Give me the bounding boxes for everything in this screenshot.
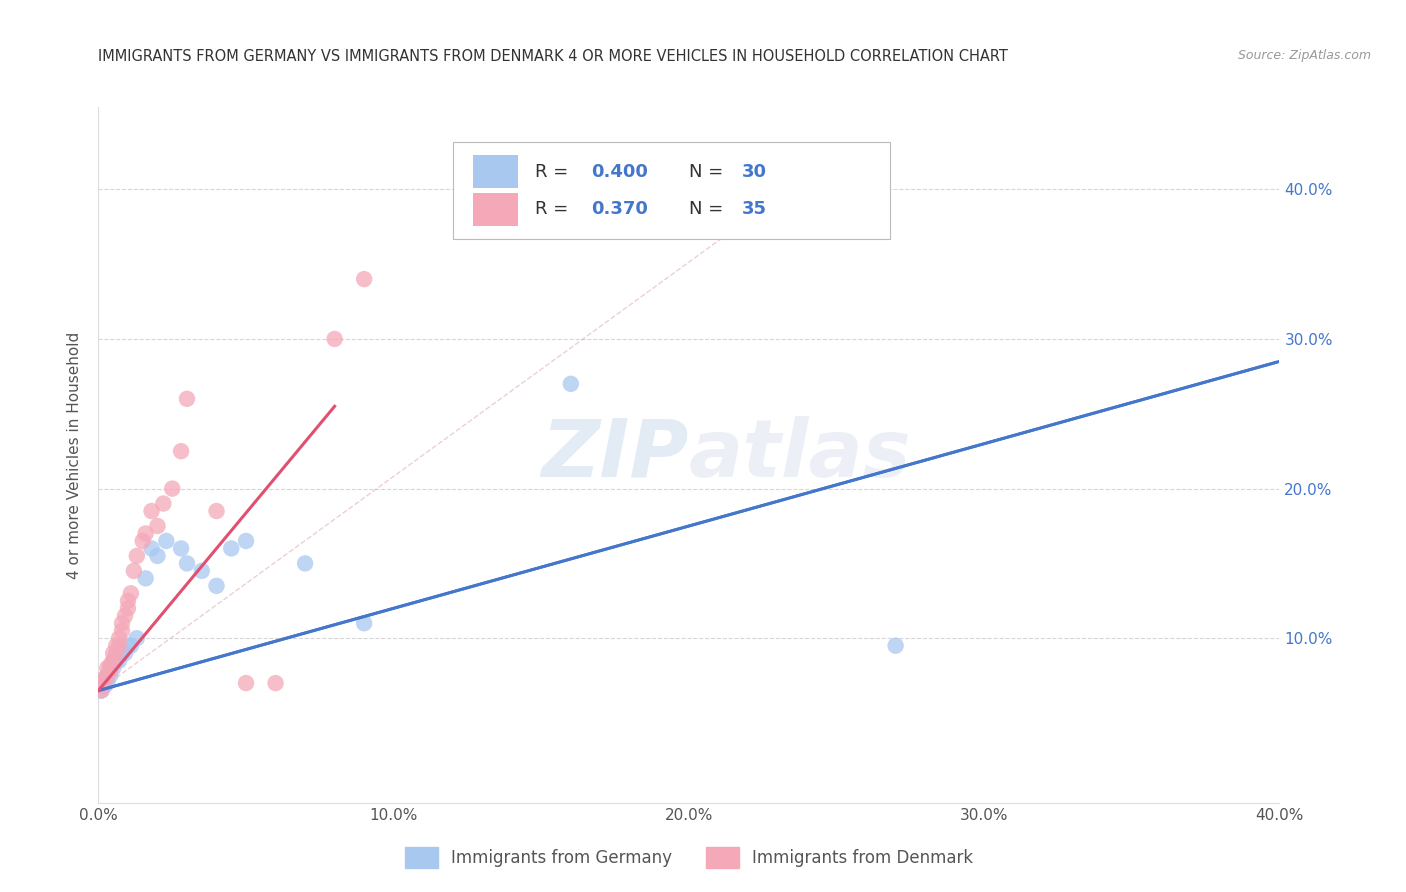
- Point: [264, 676, 287, 690]
- Point: [323, 332, 346, 346]
- Point: [146, 519, 169, 533]
- Point: [120, 586, 142, 600]
- Legend: Immigrants from Germany, Immigrants from Denmark: Immigrants from Germany, Immigrants from…: [398, 841, 980, 874]
- Point: [103, 646, 125, 660]
- Point: [162, 482, 183, 496]
- FancyBboxPatch shape: [472, 155, 517, 188]
- Point: [205, 579, 228, 593]
- Point: [560, 376, 582, 391]
- Point: [219, 541, 242, 556]
- Point: [98, 658, 121, 673]
- Point: [90, 683, 112, 698]
- Point: [120, 639, 142, 653]
- Point: [108, 639, 131, 653]
- Point: [353, 616, 375, 631]
- Point: [93, 672, 115, 686]
- FancyBboxPatch shape: [472, 193, 517, 226]
- Point: [135, 571, 157, 585]
- Y-axis label: 4 or more Vehicles in Household: 4 or more Vehicles in Household: [67, 331, 83, 579]
- Point: [294, 557, 316, 571]
- Point: [90, 679, 112, 693]
- Point: [114, 608, 136, 623]
- Text: N =: N =: [689, 162, 728, 181]
- Point: [93, 676, 115, 690]
- Point: [96, 661, 118, 675]
- Point: [96, 676, 118, 690]
- Point: [152, 497, 174, 511]
- FancyBboxPatch shape: [453, 142, 890, 239]
- Point: [98, 661, 121, 675]
- Point: [170, 444, 193, 458]
- Point: [235, 676, 257, 690]
- Point: [93, 673, 115, 687]
- Point: [105, 646, 128, 660]
- Text: 30: 30: [742, 162, 768, 181]
- Text: ZIP: ZIP: [541, 416, 689, 494]
- Point: [114, 646, 136, 660]
- Text: 0.400: 0.400: [591, 162, 648, 181]
- Text: 0.370: 0.370: [591, 201, 648, 219]
- Point: [117, 594, 139, 608]
- Point: [90, 683, 112, 698]
- Point: [93, 679, 115, 693]
- Point: [353, 272, 375, 286]
- Point: [122, 564, 145, 578]
- Text: 35: 35: [742, 201, 768, 219]
- Point: [98, 668, 121, 682]
- Text: atlas: atlas: [689, 416, 911, 494]
- Point: [191, 564, 214, 578]
- Point: [125, 631, 148, 645]
- Point: [235, 533, 257, 548]
- Text: IMMIGRANTS FROM GERMANY VS IMMIGRANTS FROM DENMARK 4 OR MORE VEHICLES IN HOUSEHO: IMMIGRANTS FROM GERMANY VS IMMIGRANTS FR…: [98, 49, 1008, 64]
- Point: [205, 504, 228, 518]
- Point: [170, 541, 193, 556]
- Text: Source: ZipAtlas.com: Source: ZipAtlas.com: [1237, 49, 1371, 62]
- Point: [108, 631, 131, 645]
- Point: [111, 616, 134, 631]
- Point: [146, 549, 169, 563]
- Text: R =: R =: [536, 162, 575, 181]
- Point: [125, 549, 148, 563]
- Point: [141, 541, 163, 556]
- Point: [176, 557, 198, 571]
- Text: R =: R =: [536, 201, 575, 219]
- Point: [135, 526, 157, 541]
- Point: [111, 624, 134, 638]
- Text: N =: N =: [689, 201, 728, 219]
- Point: [884, 639, 907, 653]
- Point: [103, 654, 125, 668]
- Point: [103, 654, 125, 668]
- Point: [96, 668, 118, 682]
- Point: [117, 639, 139, 653]
- Point: [117, 601, 139, 615]
- Point: [103, 661, 125, 675]
- Point: [141, 504, 163, 518]
- Point: [105, 654, 128, 668]
- Point: [105, 639, 128, 653]
- Point: [176, 392, 198, 406]
- Point: [155, 533, 177, 548]
- Point: [108, 654, 131, 668]
- Point: [111, 646, 134, 660]
- Point: [98, 664, 121, 678]
- Point: [96, 668, 118, 682]
- Point: [132, 533, 155, 548]
